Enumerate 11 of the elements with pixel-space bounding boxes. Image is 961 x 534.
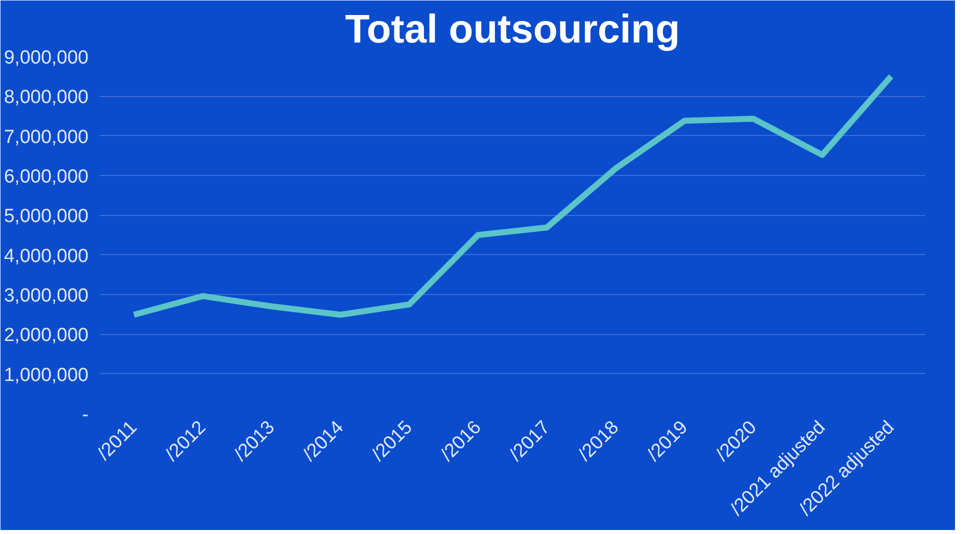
y-tick-label: 7,000,000 <box>4 126 89 148</box>
y-tick-label: 2,000,000 <box>4 325 89 346</box>
chart-title: Total outsourcing <box>345 8 680 52</box>
y-tick-label: 5,000,000 <box>4 206 89 228</box>
y-tick-label: 6,000,000 <box>4 166 89 188</box>
y-tick-label: 3,000,000 <box>4 286 89 306</box>
y-tick-label: 4,000,000 <box>4 246 89 267</box>
y-tick-label: 9,000,000 <box>4 48 89 68</box>
y-tick-label: 8,000,000 <box>4 87 89 108</box>
y-tick-label: 1,000,000 <box>4 364 89 386</box>
y-tick-label: - <box>82 404 88 426</box>
